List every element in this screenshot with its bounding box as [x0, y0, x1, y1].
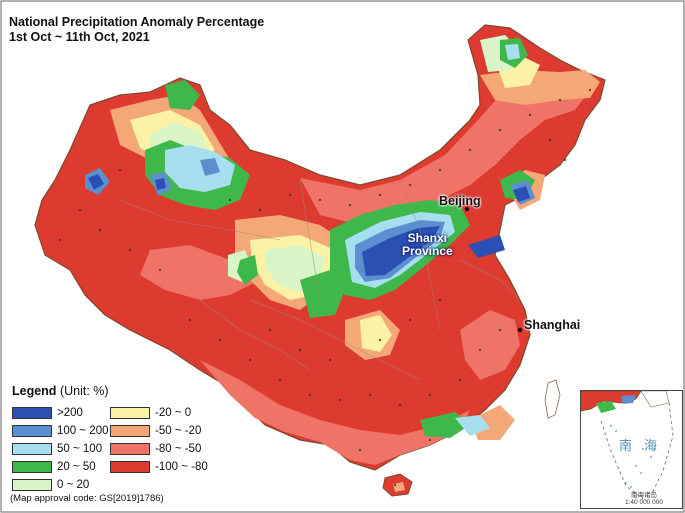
legend-heading: Legend [12, 384, 57, 398]
legend-swatch [12, 443, 52, 455]
legend-swatch [110, 461, 150, 473]
legend-label: -50 ~ -20 [155, 425, 202, 437]
south-china-sea-inset: 南 海 南海诸岛 1:40 000 000 [580, 390, 683, 509]
legend-label: -80 ~ -50 [155, 443, 202, 455]
legend-label: 50 ~ 100 [57, 443, 103, 455]
legend-item: 50 ~ 100 [12, 442, 102, 456]
legend-label: -20 ~ 0 [155, 407, 192, 419]
label-shanxi-line1: Shanxi [407, 231, 448, 245]
legend-item: 0 ~ 20 [12, 478, 89, 492]
legend-label: 20 ~ 50 [57, 461, 96, 473]
shanghai-marker [517, 327, 523, 333]
inset-map [581, 391, 674, 500]
legend-swatch [12, 407, 52, 419]
legend-swatch [12, 461, 52, 473]
inset-caption: 南海诸岛 1:40 000 000 [625, 492, 663, 506]
legend-swatch [110, 407, 150, 419]
legend-swatch [110, 425, 150, 437]
legend-item: -80 ~ -50 [110, 442, 201, 456]
legend-swatch [12, 425, 52, 437]
legend-item: -100 ~ -80 [110, 460, 208, 474]
legend-label: 100 ~ 200 [57, 425, 109, 437]
inset-sea-label: 南 海 [619, 439, 662, 454]
legend-item: -20 ~ 0 [110, 406, 191, 420]
legend-swatch [110, 443, 150, 455]
legend-swatch [12, 479, 52, 491]
legend-unit: (Unit: %) [59, 384, 109, 398]
legend-title: Legend (Unit: %) [12, 384, 109, 398]
label-shanxi-line2: Province [402, 244, 453, 258]
map-title: National Precipitation Anomaly Percentag… [9, 15, 265, 29]
beijing-marker [464, 206, 470, 212]
map-approval-code: (Map approval code: GS[2019]1786) [10, 493, 164, 504]
legend-item: 100 ~ 200 [12, 424, 108, 438]
taiwan-island [544, 379, 561, 419]
label-shanghai: Shanghai [524, 318, 581, 332]
label-beijing: Beijing [439, 194, 481, 208]
legend-label: -100 ~ -80 [155, 461, 208, 473]
label-shanxi: Shanxi Province [402, 232, 453, 258]
legend-item: >200 [12, 406, 83, 420]
inset-caption-name: 南海诸岛 [630, 492, 657, 499]
legend-label: >200 [57, 407, 83, 419]
legend-label: 0 ~ 20 [57, 479, 90, 491]
map-date-range: 1st Oct ~ 11th Oct, 2021 [9, 30, 150, 44]
legend-item: 20 ~ 50 [12, 460, 96, 474]
inset-caption-scale: 1:40 000 000 [625, 499, 663, 506]
legend-item: -50 ~ -20 [110, 424, 201, 438]
